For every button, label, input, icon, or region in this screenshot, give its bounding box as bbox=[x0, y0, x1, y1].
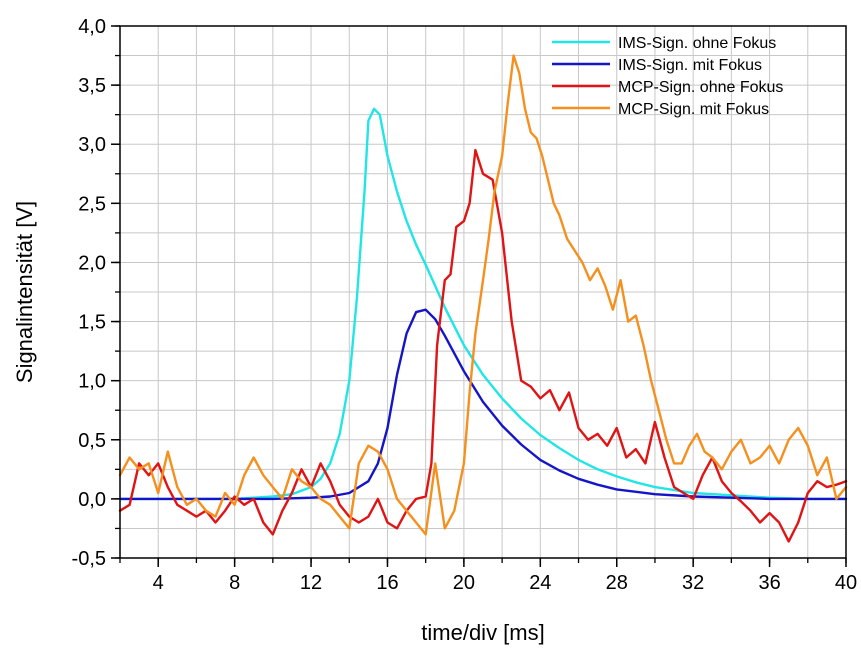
x-tick-label: 32 bbox=[682, 572, 704, 594]
x-tick-label: 4 bbox=[153, 572, 164, 594]
x-tick-label: 28 bbox=[606, 572, 628, 594]
y-tick-label: -0,5 bbox=[72, 548, 106, 570]
series-layer bbox=[118, 54, 848, 543]
legend-label: IMS-Sign. ohne Fokus bbox=[618, 35, 776, 52]
y-axis-label: Signalintensität [V] bbox=[12, 201, 37, 383]
y-tick-label: 4,0 bbox=[78, 16, 106, 38]
y-tick-label: 2,0 bbox=[78, 252, 106, 274]
legend-label: MCP-Sign. ohne Fokus bbox=[618, 79, 783, 96]
x-tick-label: 8 bbox=[229, 572, 240, 594]
ticks bbox=[111, 25, 847, 567]
y-tick-label: 1,0 bbox=[78, 371, 106, 393]
y-tick-label: 0,5 bbox=[78, 430, 106, 452]
y-tick-label: 2,5 bbox=[78, 193, 106, 215]
series-line-4 bbox=[118, 54, 848, 536]
x-axis-label: time/div [ms] bbox=[421, 620, 544, 645]
series-line-3 bbox=[118, 148, 848, 543]
grid bbox=[120, 26, 846, 558]
legend: IMS-Sign. ohne Fokus IMS-Sign. mit Fokus M… bbox=[552, 35, 783, 118]
y-tick-label: 3,0 bbox=[78, 134, 106, 156]
x-tick-label: 36 bbox=[758, 572, 780, 594]
x-tick-label: 40 bbox=[835, 572, 857, 594]
x-tick-label: 24 bbox=[529, 572, 551, 594]
y-tick-label: 3,5 bbox=[78, 75, 106, 97]
x-tick-label: 20 bbox=[453, 572, 475, 594]
series-line-2 bbox=[118, 308, 848, 501]
y-tick-label: 0,0 bbox=[78, 489, 106, 511]
tick-labels: 4 8 12 16 20 24 28 32 36 40 -0,5 0,0 0,5 1,0 1,5 2,0 2,5… bbox=[72, 16, 858, 594]
y-tick-label: 1,5 bbox=[78, 312, 106, 334]
x-tick-label: 12 bbox=[300, 572, 322, 594]
legend-label: IMS-Sign. mit Fokus bbox=[618, 57, 762, 74]
legend-label: MCP-Sign. mit Fokus bbox=[618, 101, 769, 118]
x-tick-label: 16 bbox=[376, 572, 398, 594]
